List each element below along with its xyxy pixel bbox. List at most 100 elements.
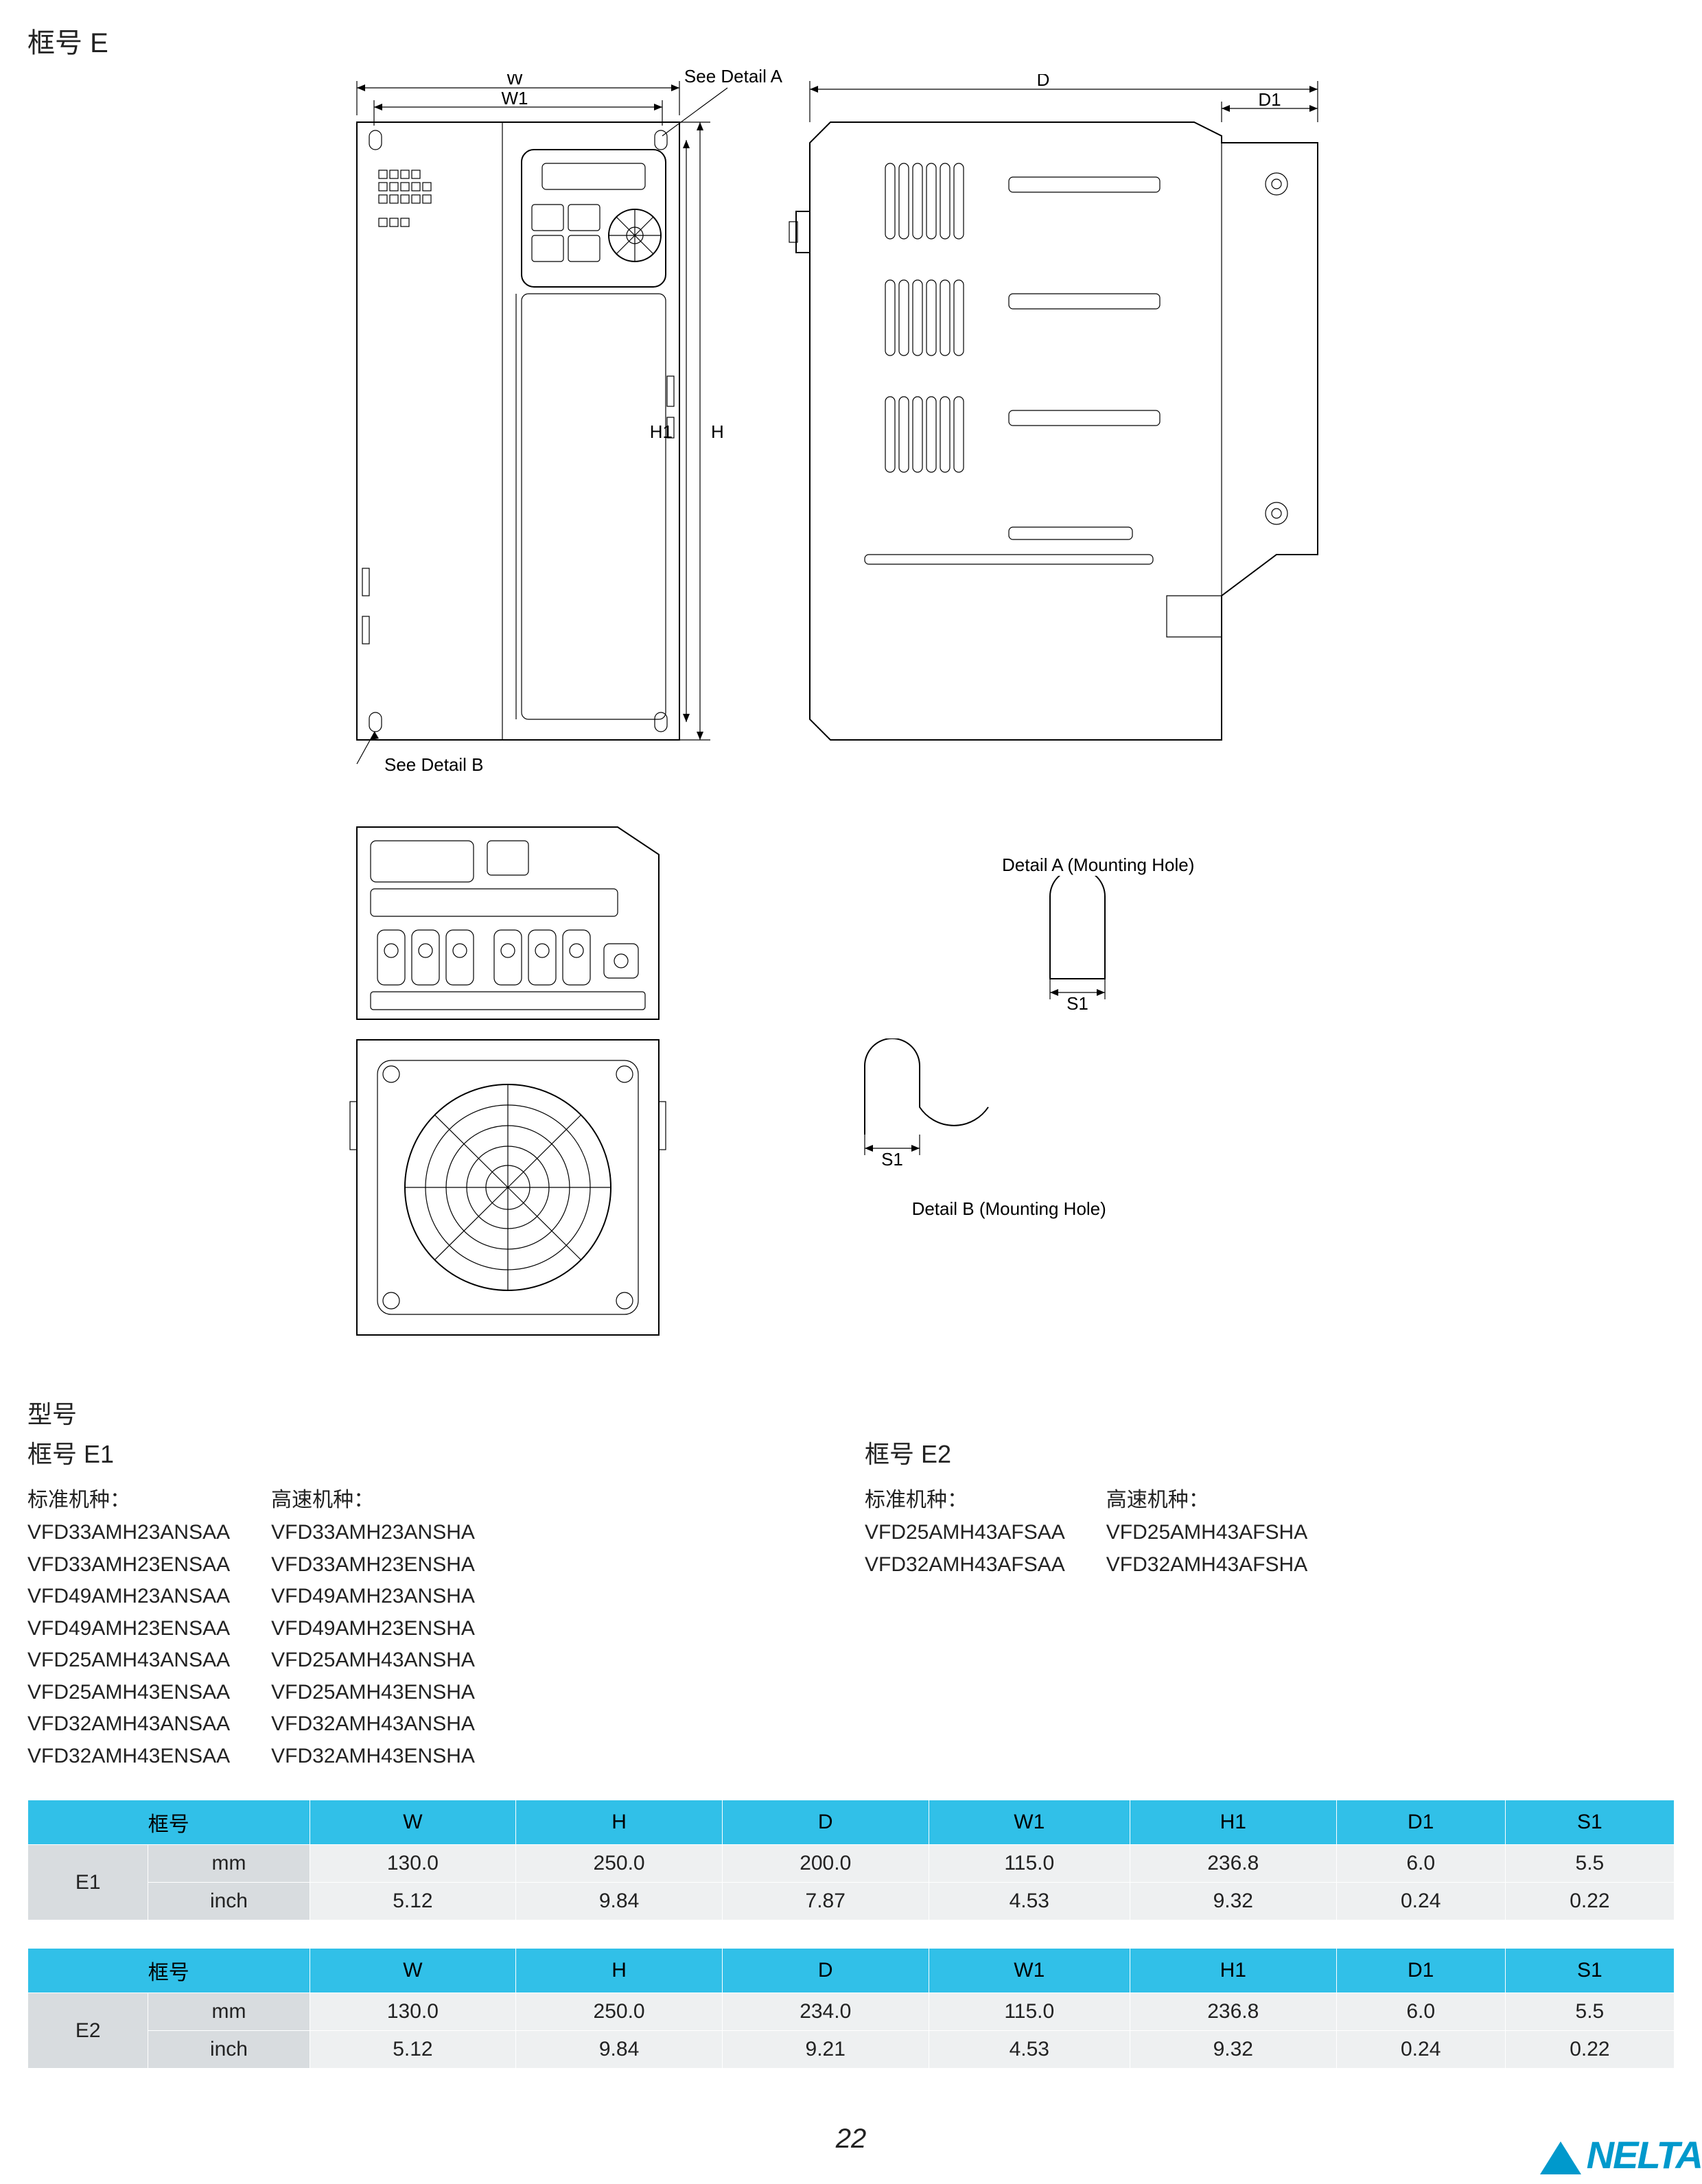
table-cell: 236.8 bbox=[1130, 1845, 1336, 1883]
brand-text: NELTA bbox=[1587, 2133, 1702, 2176]
detail-b-s1: S1 bbox=[881, 1149, 903, 1170]
model-item: VFD49AMH23ANSHA bbox=[271, 1581, 475, 1613]
page-number: 22 bbox=[27, 2124, 1675, 2154]
table-cell: 7.87 bbox=[722, 1883, 929, 1920]
dimension-table: 框号WHDW1H1D1S1E1mm130.0250.0200.0115.0236… bbox=[27, 1800, 1675, 1920]
model-column-heading: 标准机种： bbox=[27, 1483, 230, 1513]
model-item: VFD25AMH43ANSHA bbox=[271, 1645, 475, 1677]
model-item: VFD25AMH43ENSAA bbox=[27, 1677, 230, 1709]
model-column: 标准机种： VFD25AMH43AFSAAVFD32AMH43AFSAA bbox=[865, 1483, 1065, 1581]
model-item: VFD33AMH23ANSAA bbox=[27, 1517, 230, 1549]
table-frame-value: E1 bbox=[28, 1845, 148, 1920]
table-cell: 5.5 bbox=[1505, 1993, 1674, 2031]
see-detail-b-label: See Detail B bbox=[384, 754, 484, 775]
table-header: H bbox=[516, 1949, 723, 1993]
model-item: VFD32AMH43ENSHA bbox=[271, 1741, 475, 1773]
table-unit: inch bbox=[148, 2031, 310, 2069]
table-header: W bbox=[310, 1800, 516, 1845]
table-cell: 9.32 bbox=[1130, 2031, 1336, 2069]
table-header: H1 bbox=[1130, 1800, 1336, 1845]
bottom-drawings-row: Detail A (Mounting Hole) S1 S1 D bbox=[316, 813, 1675, 1367]
table-cell: 115.0 bbox=[929, 1845, 1130, 1883]
dim-W1: W1 bbox=[502, 88, 528, 108]
brand-logo: NELTA bbox=[1540, 2133, 1702, 2177]
table-cell: 9.21 bbox=[722, 2031, 929, 2069]
model-column-heading: 高速机种： bbox=[271, 1483, 475, 1513]
model-item: VFD32AMH43ANSAA bbox=[27, 1708, 230, 1741]
models-section: 型号 框号 E1标准机种：VFD33AMH23ANSAAVFD33AMH23EN… bbox=[27, 1395, 1675, 1772]
table-header: D1 bbox=[1336, 1800, 1505, 1845]
model-item: VFD32AMH43ENSAA bbox=[27, 1741, 230, 1773]
model-item: VFD32AMH43AFSHA bbox=[1106, 1549, 1307, 1581]
dim-H1: H1 bbox=[650, 421, 673, 442]
brand-triangle-icon bbox=[1540, 2141, 1581, 2174]
model-item: VFD49AMH23ENSAA bbox=[27, 1613, 230, 1645]
dim-D: D bbox=[1037, 74, 1050, 90]
table-cell: 4.53 bbox=[929, 2031, 1130, 2069]
model-item: VFD33AMH23ENSAA bbox=[27, 1549, 230, 1581]
mounting-details: Detail A (Mounting Hole) S1 S1 D bbox=[824, 813, 1194, 1220]
frame-block: 框号 E1 标准机种： VFD33AMH23ANSAAVFD33AMH23ENSAA… bbox=[27, 1434, 837, 1772]
table-cell: 115.0 bbox=[929, 1993, 1130, 2031]
table-cell: 234.0 bbox=[722, 1993, 929, 2031]
table-cell: 200.0 bbox=[722, 1845, 929, 1883]
table-cell: 250.0 bbox=[516, 1845, 723, 1883]
table-unit: mm bbox=[148, 1845, 310, 1883]
table-header: W1 bbox=[929, 1949, 1130, 1993]
frame-title: 框号 E1 bbox=[27, 1434, 837, 1470]
dim-W: W bbox=[506, 74, 524, 89]
frame-title: 框号 E2 bbox=[865, 1434, 1675, 1470]
detail-a-caption: Detail A (Mounting Hole) bbox=[1002, 855, 1194, 876]
model-column: 标准机种： VFD33AMH23ANSAAVFD33AMH23ENSAA VFD49… bbox=[27, 1483, 230, 1772]
table-unit: mm bbox=[148, 1993, 310, 2031]
model-item: VFD32AMH43AFSAA bbox=[865, 1549, 1065, 1581]
table-cell: 5.12 bbox=[310, 2031, 516, 2069]
table-cell: 5.5 bbox=[1505, 1845, 1674, 1883]
models-section-title: 型号 bbox=[27, 1395, 1675, 1430]
model-column: 高速机种：VFD33AMH23ANSHAVFD33AMH23ENSHAVFD49… bbox=[271, 1483, 475, 1772]
table-header: D bbox=[722, 1800, 929, 1845]
table-header: W bbox=[310, 1949, 516, 1993]
detail-a-s1: S1 bbox=[1066, 993, 1088, 1014]
model-item: VFD33AMH23ENSHA bbox=[271, 1549, 475, 1581]
table-cell: 130.0 bbox=[310, 1845, 516, 1883]
table-cell: 0.22 bbox=[1505, 1883, 1674, 1920]
table-unit: inch bbox=[148, 1883, 310, 1920]
see-detail-a-label: See Detail A bbox=[684, 66, 782, 87]
model-item: VFD25AMH43AFSHA bbox=[1106, 1517, 1307, 1549]
model-column-heading: 标准机种： bbox=[865, 1483, 1065, 1513]
model-item: VFD49AMH23ENSHA bbox=[271, 1613, 475, 1645]
table-header-frame: 框号 bbox=[28, 1949, 310, 1993]
dimension-table: 框号WHDW1H1D1S1E2mm130.0250.0234.0115.0236… bbox=[27, 1948, 1675, 2069]
table-header-frame: 框号 bbox=[28, 1800, 310, 1845]
table-header: W1 bbox=[929, 1800, 1130, 1845]
table-header: H1 bbox=[1130, 1949, 1336, 1993]
model-column-heading: 高速机种： bbox=[1106, 1483, 1307, 1513]
dim-D1: D1 bbox=[1258, 89, 1281, 110]
side-view: D D1 bbox=[782, 74, 1386, 786]
page-title: 框号 E bbox=[27, 21, 1675, 60]
detail-b-caption: Detail B (Mounting Hole) bbox=[824, 1198, 1194, 1220]
table-cell: 0.24 bbox=[1336, 1883, 1505, 1920]
table-cell: 9.84 bbox=[516, 1883, 723, 1920]
table-cell: 9.84 bbox=[516, 2031, 723, 2069]
frame-block: 框号 E2 标准机种： VFD25AMH43AFSAAVFD32AMH43AFSAA… bbox=[865, 1434, 1675, 1772]
table-header: S1 bbox=[1505, 1949, 1674, 1993]
dimension-tables: 框号WHDW1H1D1S1E1mm130.0250.0200.0115.0236… bbox=[27, 1800, 1675, 2069]
table-cell: 0.24 bbox=[1336, 2031, 1505, 2069]
table-header: S1 bbox=[1505, 1800, 1674, 1845]
model-item: VFD25AMH43ENSHA bbox=[271, 1677, 475, 1709]
table-cell: 9.32 bbox=[1130, 1883, 1336, 1920]
bottom-view bbox=[316, 813, 700, 1367]
dim-H: H bbox=[711, 421, 724, 442]
model-item: VFD33AMH23ANSHA bbox=[271, 1517, 475, 1549]
table-cell: 4.53 bbox=[929, 1883, 1130, 1920]
model-column: 高速机种： VFD25AMH43AFSHAVFD32AMH43AFSHA bbox=[1106, 1483, 1307, 1581]
model-item: VFD25AMH43AFSAA bbox=[865, 1517, 1065, 1549]
model-item: VFD25AMH43ANSAA bbox=[27, 1645, 230, 1677]
table-cell: 130.0 bbox=[310, 1993, 516, 2031]
table-header: D1 bbox=[1336, 1949, 1505, 1993]
table-frame-value: E2 bbox=[28, 1993, 148, 2069]
table-cell: 5.12 bbox=[310, 1883, 516, 1920]
front-view: W W1 bbox=[316, 74, 741, 786]
